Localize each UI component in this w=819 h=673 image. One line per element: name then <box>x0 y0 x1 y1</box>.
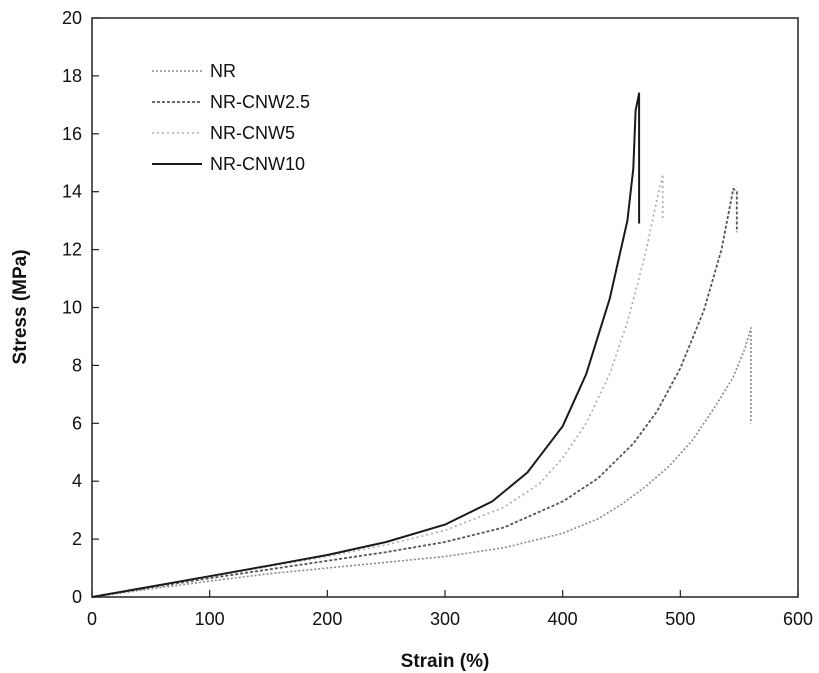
plot-area <box>91 17 799 598</box>
x-tick-label: 200 <box>312 609 342 629</box>
y-tick-label: 0 <box>72 587 82 607</box>
x-tick-label: 500 <box>665 609 695 629</box>
y-tick-label: 2 <box>72 529 82 549</box>
legend-label: NR-CNW5 <box>210 123 295 143</box>
x-axis-title: Strain (%) <box>401 651 490 672</box>
y-tick-label: 16 <box>62 124 82 144</box>
y-tick-label: 6 <box>72 413 82 433</box>
legend: NR NR-CNW2.5 NR-CNW5 NR-CNW10 <box>152 61 310 174</box>
series-layer <box>91 92 752 598</box>
y-tick-label: 14 <box>62 182 82 202</box>
y-tick-label: 10 <box>62 298 82 318</box>
y-tick-label: 4 <box>72 471 82 491</box>
x-axis: 0 100 200 300 400 500 600 <box>87 590 813 629</box>
legend-label: NR-CNW10 <box>210 154 305 174</box>
y-tick-label: 20 <box>62 8 82 28</box>
x-tick-label: 100 <box>195 609 225 629</box>
x-tick-label: 400 <box>548 609 578 629</box>
x-tick-label: 0 <box>87 609 97 629</box>
y-tick-label: 8 <box>72 355 82 375</box>
y-axis: 0 2 4 6 8 10 12 14 16 18 20 <box>62 8 99 607</box>
x-tick-label: 300 <box>430 609 460 629</box>
y-tick-label: 12 <box>62 240 82 260</box>
series-line-nr <box>91 326 752 598</box>
x-tick-label: 600 <box>783 609 813 629</box>
y-tick-label: 18 <box>62 66 82 86</box>
series-line-nr-cnw10 <box>91 92 641 598</box>
y-axis-title: Stress (MPa) <box>10 249 31 364</box>
legend-label: NR-CNW2.5 <box>210 92 310 112</box>
legend-label: NR <box>210 61 236 81</box>
